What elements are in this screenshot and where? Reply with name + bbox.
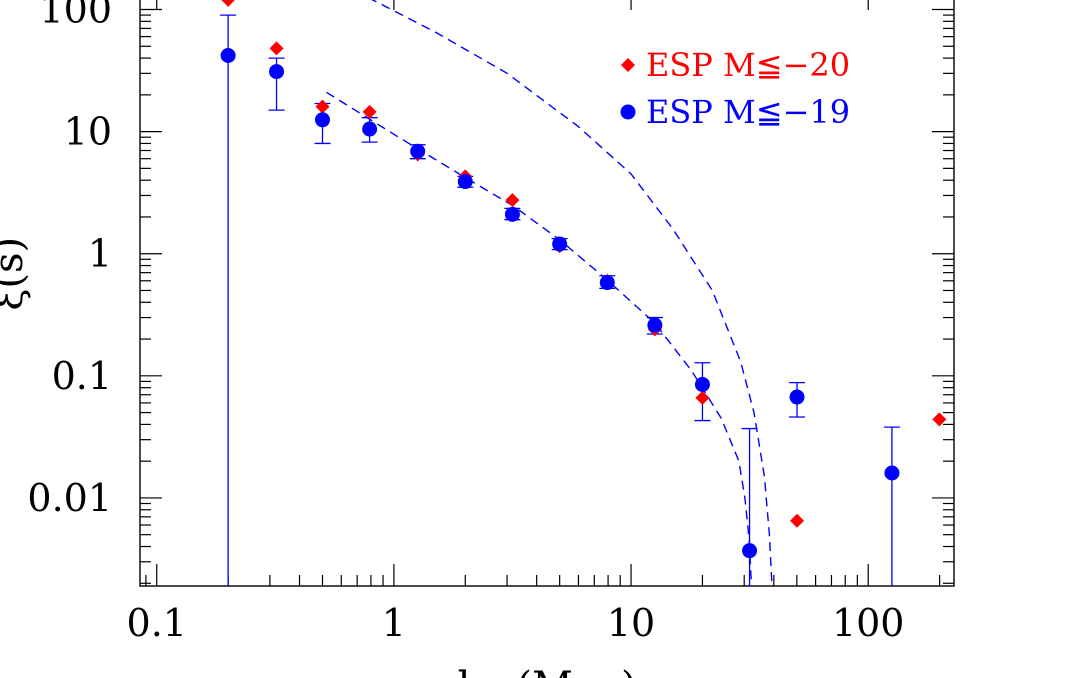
circle-marker [599,275,615,291]
legend-circle-marker [620,104,636,120]
circle-marker [552,236,568,252]
diamond-marker [932,412,947,427]
y-tick-label: 100 [39,0,112,32]
x-tick-label: 100 [832,601,905,645]
y-tick-label: 0.1 [52,354,112,398]
circle-marker [694,376,710,392]
diamond-marker [269,41,284,56]
legend-label: ESP M≦−19 [646,93,850,131]
model-curve-2 [371,0,773,587]
circle-marker [220,48,236,64]
x-tick-label: 1 [382,601,406,645]
plot-frame [139,0,955,587]
diamond-marker [221,0,235,7]
x-tick-label: 0.1 [127,601,187,645]
circle-marker [410,143,426,159]
diamond-marker [362,104,377,119]
circle-marker [504,206,520,222]
y-tick-label: 10 [64,110,112,154]
circle-marker [742,543,758,559]
circle-marker [315,112,331,128]
diamond-marker [315,99,330,114]
diamond-marker [505,193,520,208]
circle-marker [362,121,378,137]
circle-marker [789,389,805,405]
x-axis-title: hs (Mpc) [457,664,636,678]
circle-marker [884,465,900,481]
x-tick-label: 10 [607,601,655,645]
diamond-marker [695,390,710,405]
circle-marker [647,317,663,333]
legend-diamond-marker [621,58,635,72]
y-axis-title: ξ(s) [0,237,32,311]
circle-marker [457,174,473,190]
y-tick-label: 1 [88,232,112,276]
y-tick-label: 0.01 [27,476,112,520]
legend-label: ESP M≦−20 [646,46,850,84]
circle-marker [269,64,285,80]
model-curve-1 [326,91,753,587]
diamond-marker [790,513,805,528]
